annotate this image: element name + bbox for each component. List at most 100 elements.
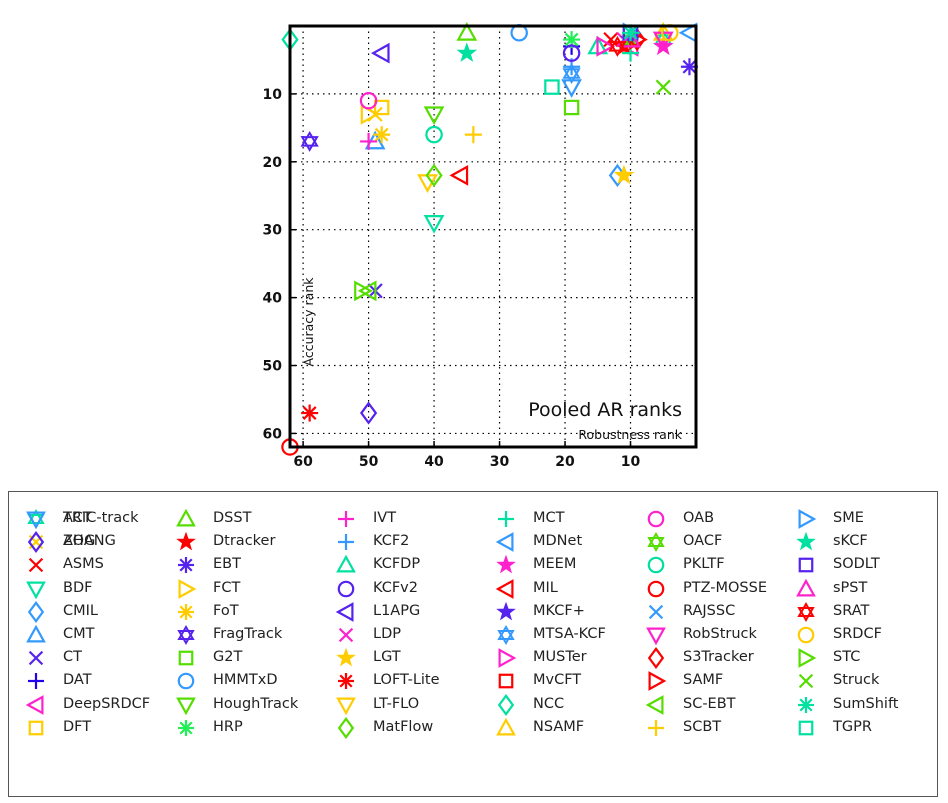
legend-marker-circle-icon [337, 580, 355, 597]
legend-marker-square-icon [798, 558, 814, 573]
legend-label: DSST [213, 510, 252, 526]
legend-marker-triangle-left-icon [25, 694, 44, 715]
legend-label: KCFDP [373, 556, 421, 573]
legend-marker [177, 673, 195, 690]
legend-marker [28, 720, 44, 736]
legend-label: RobStruck [683, 626, 757, 642]
data-point-matflow [425, 163, 443, 188]
legend-marker [497, 625, 515, 645]
legend-marker-plus-icon [28, 673, 44, 690]
data-point-oab [359, 91, 378, 110]
legend-marker [178, 603, 194, 620]
legend-marker-diamond-icon [27, 531, 45, 554]
legend-label: LGT [373, 649, 401, 666]
legend-marker [797, 626, 815, 644]
legend-label: KCF2 [373, 533, 410, 550]
legend-marker-square-icon [498, 674, 514, 689]
legend-marker [338, 627, 354, 643]
legend-marker [496, 601, 516, 621]
legend-marker-x-icon [338, 627, 354, 643]
legend-marker-triangle-right-icon [648, 671, 667, 692]
data-point-fct [360, 103, 380, 125]
legend-marker [338, 511, 354, 527]
data-point-mtsa-kcf [562, 63, 581, 85]
legend-label: LT-FLO [373, 695, 420, 712]
legend-marker-pentagram-icon [496, 555, 516, 574]
legend-label: MUSTer [533, 649, 587, 666]
legend-label: FCT [213, 579, 241, 596]
legend-marker [336, 555, 356, 573]
legend-marker-hexagram-icon [647, 532, 665, 553]
legend-marker [798, 720, 814, 736]
legend-marker-square-icon [28, 720, 44, 736]
legend-label: PTZ-MOSSE [683, 579, 768, 596]
x-tick-label: 30 [490, 454, 510, 470]
x-tick-label: 40 [424, 454, 444, 470]
legend-marker-triangle-right-icon [498, 648, 517, 669]
legend-label: STC [833, 649, 861, 666]
data-point-l1apg [370, 42, 390, 64]
legend-marker-diamond-icon [497, 693, 515, 716]
legend-label: G2T [213, 649, 243, 666]
legend-marker-pentagram-icon [796, 531, 816, 551]
legend-label: DFT [63, 718, 92, 735]
legend-label: Struck [833, 672, 880, 689]
legend-marker-pentagram-icon [176, 531, 196, 551]
legend-marker [28, 673, 44, 690]
data-point-scbt [464, 126, 482, 144]
data-point-houghtrack [423, 106, 445, 126]
legend-label: OACF [683, 533, 723, 550]
y-tick-label: 10 [263, 87, 283, 103]
legend-marker-pentagram-icon [336, 647, 356, 667]
legend-marker [25, 694, 44, 715]
legend-marker-triangle-up-icon [796, 578, 816, 597]
data-point-ivt [360, 132, 378, 150]
data-points [281, 22, 698, 456]
legend-label: TGPR [833, 718, 872, 735]
y-tick-label: 60 [263, 426, 283, 442]
legend-marker-square-icon [798, 720, 814, 736]
legend-marker-plus-icon [498, 511, 514, 527]
x-tick-label: 20 [555, 454, 575, 470]
legend-label: CT [63, 649, 82, 666]
data-point-g2t [563, 99, 580, 116]
data-point-zhang [359, 401, 378, 425]
legend-marker [647, 557, 665, 574]
legend-label: NCC [533, 695, 565, 712]
y-tick-label: 50 [263, 359, 283, 375]
data-point-struck [655, 79, 671, 95]
data-point-spst [620, 28, 641, 48]
legend-label: S3Tracker [683, 649, 754, 666]
legend-marker-plus-icon [648, 719, 664, 736]
chart-title: Pooled AR ranks [528, 399, 682, 421]
legend: ACT AOG ASMS BDF CMIL CMT CT DAT DeepSRDCF DFT DSS… [8, 491, 938, 797]
data-point-tgpr [544, 79, 560, 95]
data-point-sc-ebt [357, 280, 377, 302]
legend-label: MKCF+ [533, 602, 585, 619]
legend-label: MCT [533, 510, 565, 526]
legend-label: NSAMF [533, 718, 585, 735]
legend-label: AOG [63, 533, 96, 550]
legend-marker [27, 600, 45, 623]
legend-marker-circle-icon [177, 673, 195, 690]
legend-marker-triangle-right-icon [178, 578, 197, 599]
legend-label: CMIL [63, 602, 98, 619]
legend-marker [495, 578, 514, 599]
legend-label: SRDCF [833, 626, 882, 642]
legend-label: sKCF [833, 533, 868, 550]
legend-label: HMMTxD [213, 672, 278, 689]
legend-label: ACT [63, 510, 92, 526]
legend-marker [337, 580, 355, 597]
data-point-srat [608, 35, 627, 57]
legend-marker-pentagram-icon [496, 601, 516, 621]
legend-marker [498, 674, 514, 689]
data-point-tric-track [561, 79, 582, 98]
legend-label: FragTrack [213, 626, 283, 642]
data-point-pkltf [425, 125, 443, 144]
x-tick-label: 10 [621, 454, 641, 470]
legend-label: ASMS [63, 556, 104, 573]
legend-marker-hexagram-icon [497, 625, 515, 645]
legend-marker-plus-icon [338, 534, 354, 551]
legend-marker-x-icon [798, 674, 814, 689]
data-point-sumshift [622, 24, 640, 42]
